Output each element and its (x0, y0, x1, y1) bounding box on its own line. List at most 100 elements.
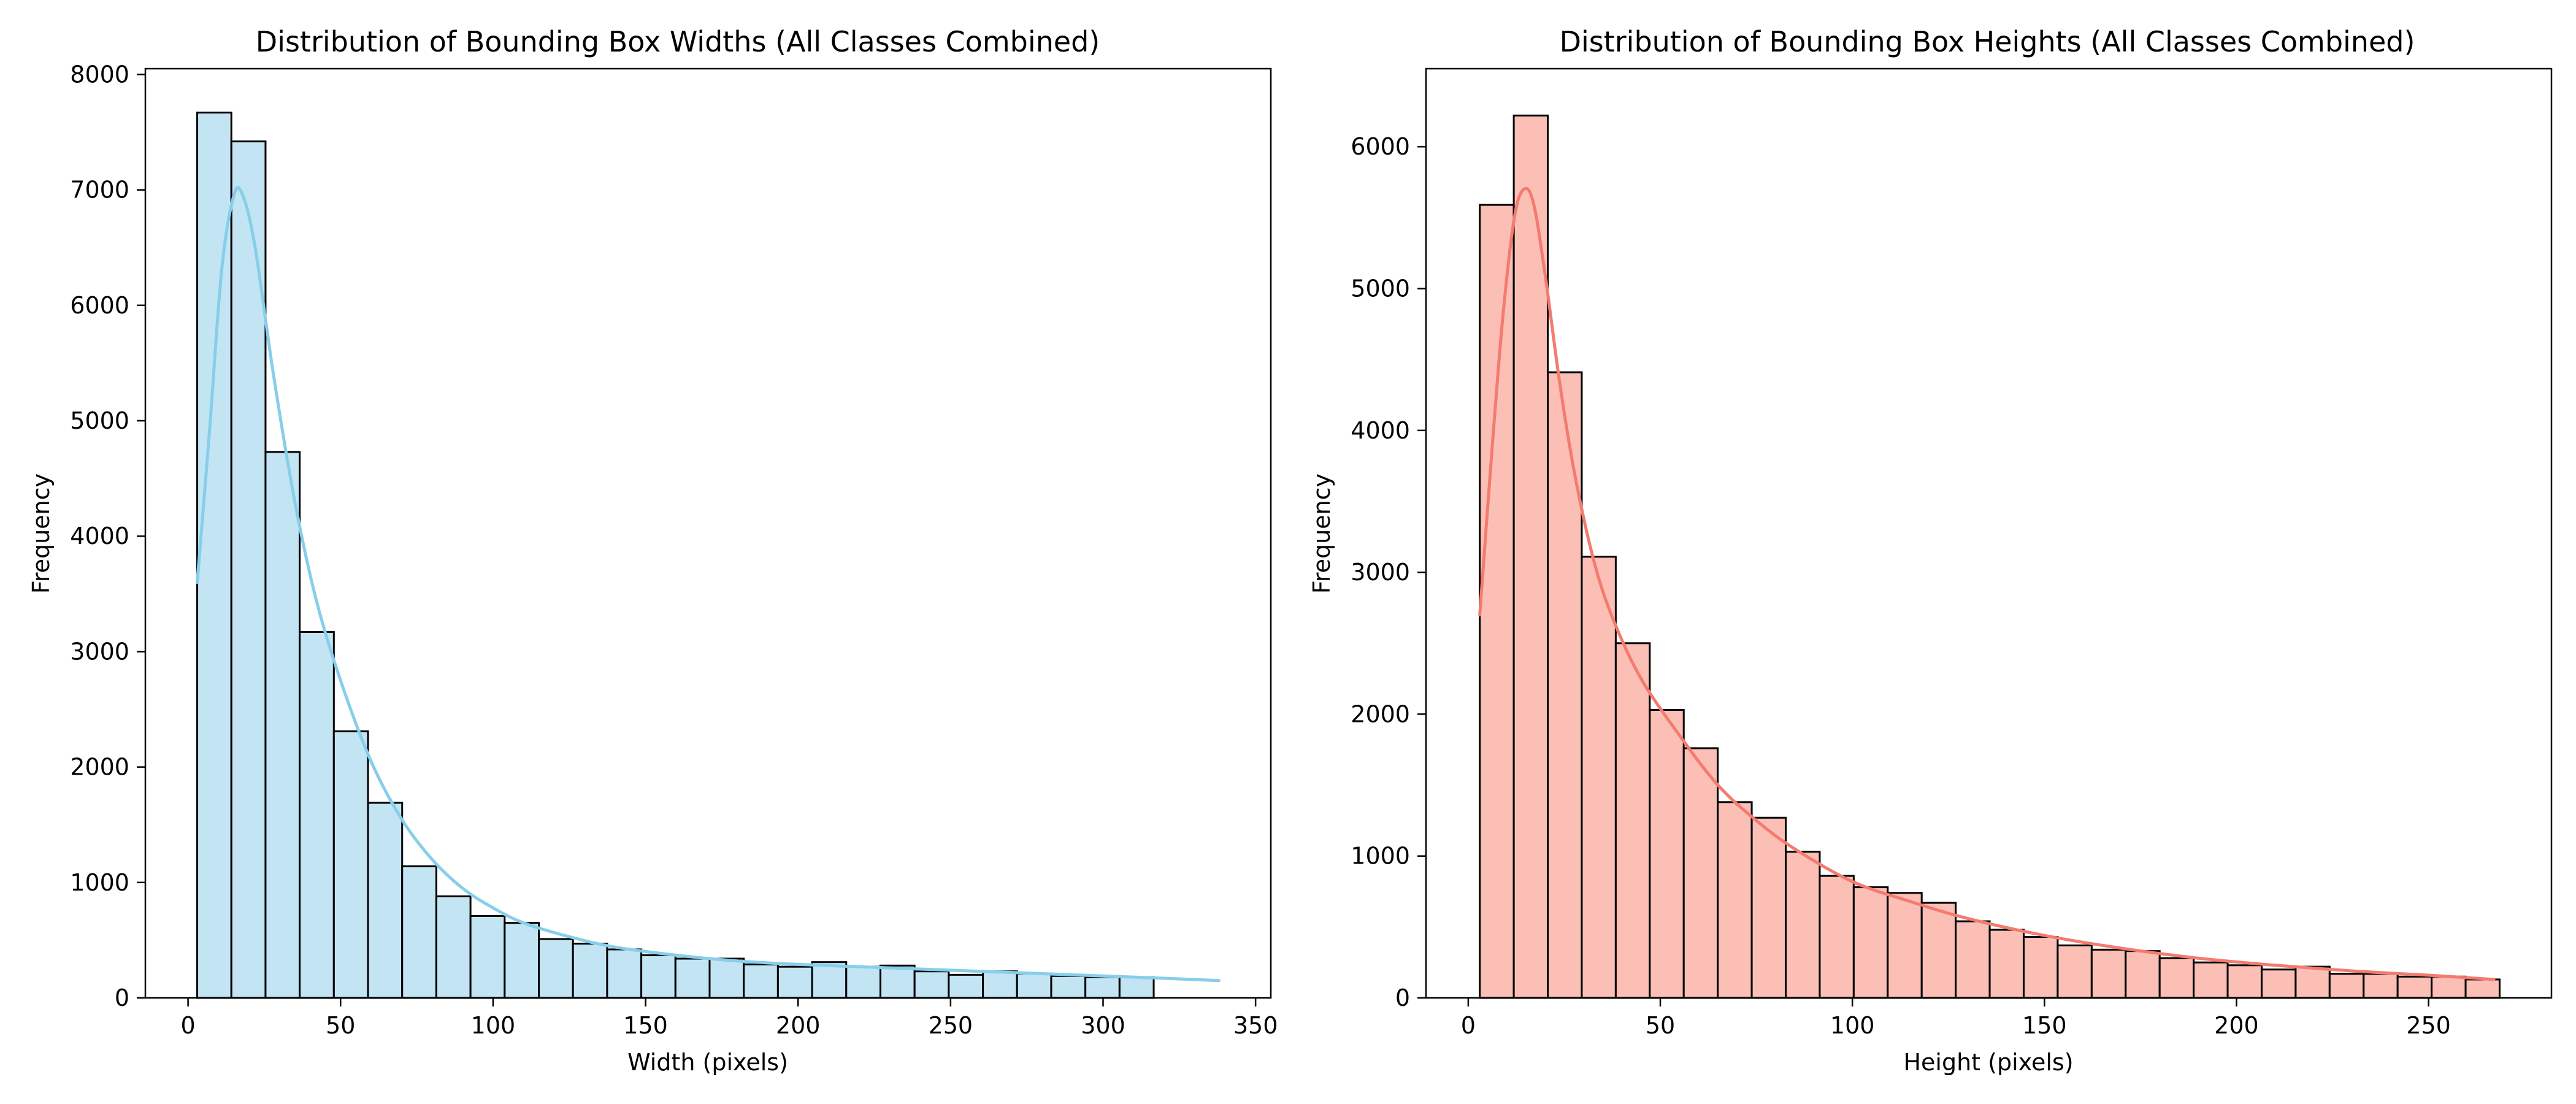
histogram-bar (2193, 961, 2229, 999)
y-tick-label: 6000 (70, 292, 129, 319)
histogram-bar (1955, 920, 1991, 999)
histogram-bar (1717, 801, 1753, 999)
x-tick-label: 350 (1233, 1012, 1278, 1039)
kde-curve (1478, 186, 2496, 981)
histogram-bar (367, 802, 404, 999)
histogram-bar (2431, 975, 2467, 999)
histogram-bar (913, 970, 950, 999)
histogram-bar (2363, 973, 2399, 999)
histogram-bar (1016, 972, 1052, 999)
y-tick-label: 5000 (1351, 275, 1410, 302)
x-tick-label: 50 (1646, 1012, 1675, 1039)
y-tick-label: 7000 (70, 177, 129, 204)
height-histogram-panel: Distribution of Bounding Box Heights (Al… (1308, 25, 2553, 1076)
histogram-bar (1649, 708, 1685, 999)
histogram-bar (1614, 642, 1651, 999)
x-tick-label: 150 (623, 1012, 668, 1039)
histogram-bar (708, 957, 745, 999)
chart-title: Distribution of Bounding Box Heights (Al… (1560, 25, 2415, 58)
histogram-bar (1084, 976, 1121, 999)
plot-frame (144, 67, 1272, 999)
x-tick-label: 0 (181, 1012, 196, 1039)
histogram-bar (572, 943, 608, 999)
histogram-bar (776, 965, 813, 999)
y-tick-label: 2000 (70, 754, 129, 781)
x-tick-label: 300 (1081, 1012, 1125, 1039)
x-tick-label: 250 (929, 1012, 973, 1039)
x-axis-ticks: 0 50 100 150 200 250 (1461, 998, 2451, 1039)
x-tick-label: 150 (2022, 1012, 2067, 1039)
histogram-bar (2022, 936, 2059, 999)
histogram-bar (2464, 978, 2501, 999)
width-histogram-panel: Distribution of Bounding Box Widths (All… (28, 25, 1278, 1076)
histogram-bar (2057, 944, 2093, 999)
histogram-bar (1479, 204, 1515, 999)
y-axis-ticks: 0 1000 2000 3000 4000 5000 6000 (1351, 133, 1426, 1011)
x-tick-label: 0 (1461, 1012, 1476, 1039)
histogram-bar (1819, 875, 1855, 999)
x-tick-label: 200 (2214, 1012, 2259, 1039)
histogram-bar (948, 973, 984, 999)
histogram-bar (606, 948, 643, 999)
histogram-bar (435, 895, 472, 999)
histogram-bar (401, 865, 437, 999)
histogram-bar (1988, 929, 2025, 999)
x-axis-label: Height (pixels) (1903, 1049, 2073, 1076)
histogram-bar (879, 964, 916, 999)
histogram-bar (538, 938, 574, 999)
y-tick-label: 5000 (70, 407, 129, 434)
y-tick-label: 8000 (70, 61, 129, 88)
histogram-bar (1118, 976, 1155, 999)
histogram-bar (982, 970, 1018, 999)
histogram-bar (2125, 950, 2161, 999)
histogram-bar (1581, 556, 1617, 999)
histogram-bar (2294, 965, 2331, 999)
histogram-bar (1852, 886, 1889, 999)
y-tick-label: 0 (1395, 984, 1410, 1011)
y-tick-label: 1000 (70, 869, 129, 896)
x-tick-label: 250 (2406, 1012, 2451, 1039)
histogram-bar (332, 730, 369, 999)
plot-frame (1425, 67, 2553, 999)
histogram-bar (2328, 973, 2365, 999)
histogram-bar (743, 963, 779, 999)
bars (1479, 114, 2501, 999)
y-tick-label: 4000 (1351, 417, 1410, 444)
y-axis-label: Frequency (1308, 473, 1335, 594)
histogram-bar (845, 965, 881, 999)
kde-curve (196, 186, 1221, 983)
y-tick-label: 4000 (70, 523, 129, 550)
y-tick-label: 1000 (1351, 843, 1410, 870)
y-tick-label: 2000 (1351, 700, 1410, 727)
y-tick-label: 3000 (1351, 559, 1410, 586)
x-axis-label: Width (pixels) (627, 1049, 788, 1076)
bars (196, 112, 1155, 999)
y-tick-label: 3000 (70, 638, 129, 665)
x-tick-label: 100 (471, 1012, 516, 1039)
histogram-bar (299, 631, 335, 999)
histogram-bar (2226, 964, 2263, 999)
y-axis-ticks: 0 1000 2000 3000 4000 5000 6000 7000 8000 (70, 61, 145, 1011)
x-tick-label: 100 (1830, 1012, 1875, 1039)
histogram-bar (1920, 902, 1957, 999)
x-tick-label: 200 (776, 1012, 821, 1039)
histogram-bar (1682, 747, 1719, 999)
x-tick-label: 50 (326, 1012, 355, 1039)
histogram-bar (504, 922, 540, 999)
x-axis-ticks: 0 50 100 150 200 250 300 350 (181, 998, 1278, 1039)
y-axis-label: Frequency (28, 473, 55, 594)
histogram-bar (640, 954, 677, 999)
histogram-bar (196, 112, 232, 999)
chart-title: Distribution of Bounding Box Widths (All… (256, 25, 1100, 58)
histogram-bar (2260, 968, 2297, 999)
histogram-bar (2090, 948, 2127, 999)
histogram-bar (674, 957, 711, 999)
histogram-bar (1050, 975, 1087, 999)
y-tick-label: 6000 (1351, 133, 1410, 160)
histogram-bar (230, 140, 267, 999)
histogram-bar (1887, 892, 1923, 999)
histogram-bar (2396, 975, 2433, 999)
histogram-bar (2158, 957, 2195, 999)
histogram-bar (1750, 816, 1787, 999)
